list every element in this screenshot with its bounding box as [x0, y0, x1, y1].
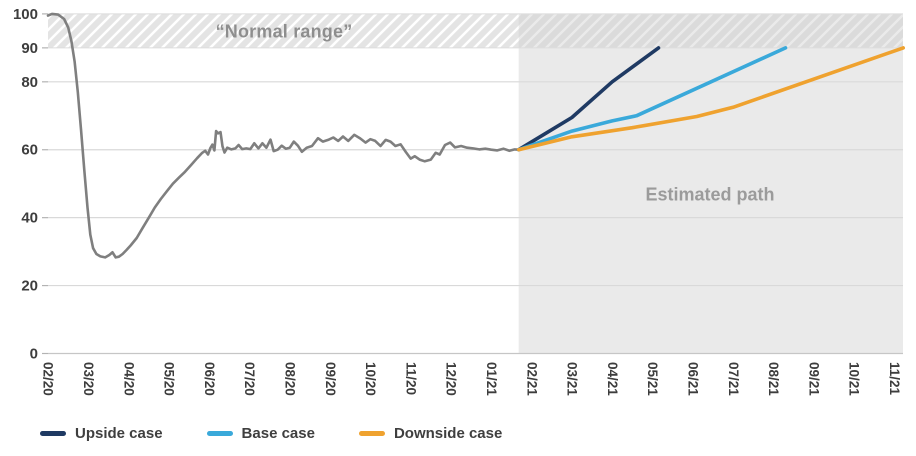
y-axis-label: 60 [21, 142, 38, 159]
y-axis-label: 80 [21, 74, 38, 91]
x-axis-label: 03/21 [565, 362, 580, 396]
series-history [46, 12, 521, 259]
x-axis-label: 09/21 [806, 362, 821, 396]
x-axis-label: 11/20 [403, 362, 418, 395]
x-axis-label: 10/21 [847, 362, 862, 396]
normal-range-band [48, 13, 903, 48]
legend-label-base: Base case [241, 425, 315, 442]
x-axis-label: 04/20 [121, 362, 136, 396]
y-axis-label: 40 [21, 210, 38, 227]
series-upside-case [516, 46, 661, 152]
x-axis-label: 08/20 [282, 362, 297, 396]
legend-item-upside: Upside case [40, 425, 163, 442]
y-axis-label: 20 [21, 278, 38, 295]
x-axis-label: 02/21 [524, 362, 539, 396]
x-axis-label: 05/21 [645, 362, 660, 396]
x-axis-label: 02/20 [41, 362, 56, 396]
y-axis-label: 0 [30, 346, 38, 363]
x-axis-label: 12/20 [444, 362, 459, 396]
x-axis-label: 06/20 [202, 362, 217, 396]
x-axis-label: 03/20 [81, 362, 96, 396]
x-axis-label: 10/20 [363, 362, 378, 396]
x-axis-label: 04/21 [605, 362, 620, 396]
y-axis-label: 90 [21, 40, 38, 57]
upside-line-swatch [40, 431, 66, 436]
x-axis-label: 11/21 [887, 362, 902, 396]
legend-item-downside: Downside case [358, 425, 503, 442]
x-axis-label: 05/20 [162, 362, 177, 396]
y-axis-label: 100 [13, 6, 38, 23]
series-base-case [516, 46, 788, 152]
x-axis-label: 01/21 [484, 362, 499, 396]
downside-line-swatch [358, 431, 385, 436]
legend-label-downside: Downside case [393, 425, 503, 442]
x-axis-label: 09/20 [323, 362, 338, 396]
normal-range-label: “Normal range” [215, 21, 353, 42]
x-axis-label: 08/21 [766, 362, 781, 396]
x-axis-label: 07/20 [242, 362, 257, 396]
series-downside-case [516, 46, 906, 152]
x-axis-label: 07/21 [726, 362, 741, 396]
legend: Upside case Base case Downside case [40, 425, 502, 442]
base-line-swatch [206, 431, 233, 436]
x-axis-label: 06/21 [685, 362, 700, 396]
estimated-path-label: Estimated path [645, 184, 775, 205]
legend-item-base: Base case [206, 425, 315, 442]
legend-label-upside: Upside case [75, 425, 163, 442]
